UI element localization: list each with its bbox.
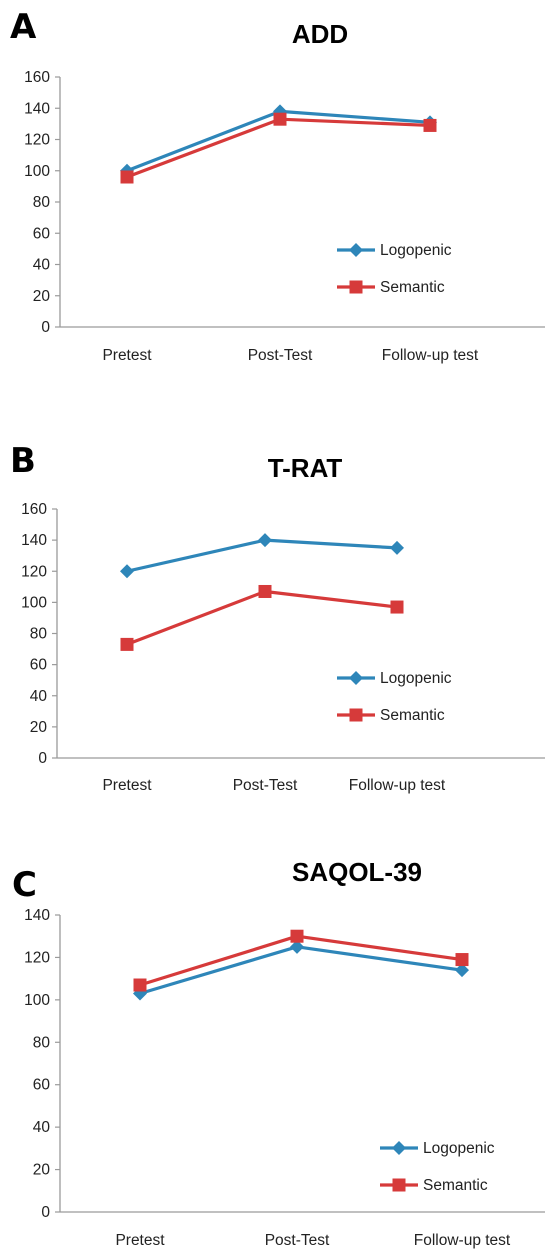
y-tick-label: 140 — [24, 907, 50, 924]
y-tick-label: 0 — [41, 1204, 50, 1221]
legend-label-logopenic: Logopenic — [423, 1140, 495, 1157]
x-category-label: Follow-up test — [349, 777, 446, 794]
x-category-label: Post-Test — [233, 777, 298, 794]
data-point-semantic — [290, 929, 304, 943]
y-tick-label: 40 — [30, 688, 48, 705]
y-tick-label: 140 — [21, 532, 47, 549]
y-tick-label: 160 — [24, 69, 50, 86]
panel-letter: A — [10, 7, 37, 47]
data-point-semantic — [120, 170, 134, 184]
y-tick-label: 100 — [21, 594, 47, 611]
y-tick-label: 20 — [30, 719, 48, 736]
data-point-semantic — [455, 953, 469, 967]
data-point-semantic — [273, 112, 287, 126]
y-tick-label: 0 — [38, 750, 47, 767]
legend-marker-logopenic — [349, 243, 363, 257]
y-tick-label: 100 — [24, 163, 50, 180]
y-tick-label: 100 — [24, 992, 50, 1009]
y-tick-label: 60 — [33, 225, 51, 242]
series-line-logopenic — [126, 538, 398, 573]
data-point-semantic — [390, 600, 404, 614]
legend-label-semantic: Semantic — [423, 1177, 488, 1194]
x-category-label: Pretest — [102, 347, 152, 364]
data-point-logopenic — [390, 540, 404, 555]
panel-letter: C — [12, 865, 37, 905]
data-point-logopenic — [455, 963, 469, 978]
y-tick-label: 80 — [33, 194, 51, 211]
legend-marker-logopenic — [392, 1141, 406, 1155]
y-tick-label: 40 — [33, 1119, 51, 1136]
data-point-semantic — [258, 584, 272, 598]
y-tick-label: 20 — [33, 1162, 51, 1179]
legend-marker-semantic — [392, 1178, 406, 1192]
x-category-label: Follow-up test — [382, 347, 479, 364]
chart-title: ADD — [292, 19, 348, 49]
legend-marker-semantic — [349, 280, 363, 294]
y-tick-label: 60 — [33, 1077, 51, 1094]
chart-title: T-RAT — [268, 453, 343, 483]
chart-title: SAQOL-39 — [292, 857, 422, 887]
legend-label-semantic: Semantic — [380, 279, 445, 296]
x-category-label: Pretest — [102, 777, 152, 794]
x-category-label: Follow-up test — [414, 1232, 511, 1249]
data-point-logopenic — [258, 533, 272, 548]
x-category-label: Pretest — [115, 1232, 165, 1249]
legend-label-logopenic: Logopenic — [380, 242, 452, 259]
y-tick-label: 120 — [21, 563, 47, 580]
data-point-logopenic — [120, 564, 134, 579]
y-tick-label: 40 — [33, 257, 51, 274]
panel-c: C SAQOL-39 0 20 40 60 80 100 120 140 Pretest Post-T… — [12, 857, 545, 1249]
y-tick-label: 120 — [24, 949, 50, 966]
y-tick-label: 140 — [24, 100, 50, 117]
legend-marker-semantic — [349, 708, 363, 722]
panel-b: B T-RAT 0 20 40 60 80 100 120 140 160 Pretest Post-T… — [10, 441, 545, 794]
legend-label-logopenic: Logopenic — [380, 670, 452, 687]
legend-label-semantic: Semantic — [380, 707, 445, 724]
data-point-logopenic — [290, 939, 304, 954]
y-tick-label: 0 — [41, 319, 50, 336]
y-tick-label: 60 — [30, 657, 48, 674]
y-tick-label: 20 — [33, 288, 51, 305]
legend-marker-logopenic — [349, 671, 363, 685]
series-line-semantic — [126, 589, 398, 646]
x-category-label: Post-Test — [248, 347, 313, 364]
y-tick-label: 160 — [21, 501, 47, 518]
y-tick-label: 120 — [24, 132, 50, 149]
panel-a: A ADD 0 20 40 60 80 100 120 140 160 Pretest Post-Tes… — [10, 7, 545, 364]
panel-letter: B — [10, 441, 36, 481]
x-category-label: Post-Test — [265, 1232, 330, 1249]
data-point-semantic — [120, 637, 134, 651]
y-tick-label: 80 — [33, 1034, 51, 1051]
data-point-semantic — [423, 118, 437, 132]
data-point-semantic — [133, 978, 147, 992]
y-tick-label: 80 — [30, 626, 48, 643]
series-line-semantic — [126, 117, 431, 179]
